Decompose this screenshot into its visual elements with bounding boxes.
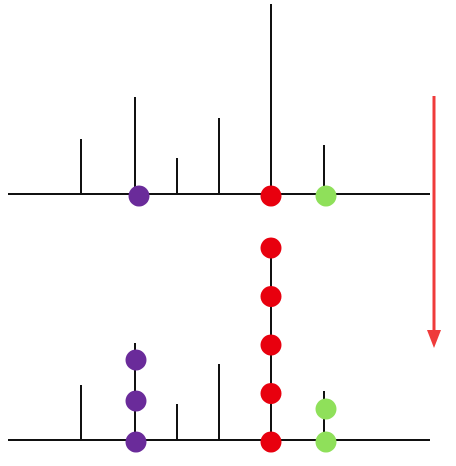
red-ball (260, 334, 282, 356)
green-ball (315, 431, 337, 453)
red-ball (260, 431, 282, 453)
purple-ball (125, 349, 147, 371)
down-arrow-icon (427, 96, 441, 348)
red-ball (260, 383, 282, 404)
red-ball (260, 286, 282, 307)
green-ball (315, 185, 337, 207)
red-ball (260, 237, 282, 259)
purple-ball (125, 431, 147, 453)
green-ball (315, 398, 337, 420)
arrow-head (427, 330, 441, 348)
purple-ball (125, 390, 147, 412)
bottom-panel (8, 237, 430, 453)
top-panel (8, 4, 430, 207)
purple-ball (128, 185, 150, 207)
red-ball (260, 185, 282, 207)
